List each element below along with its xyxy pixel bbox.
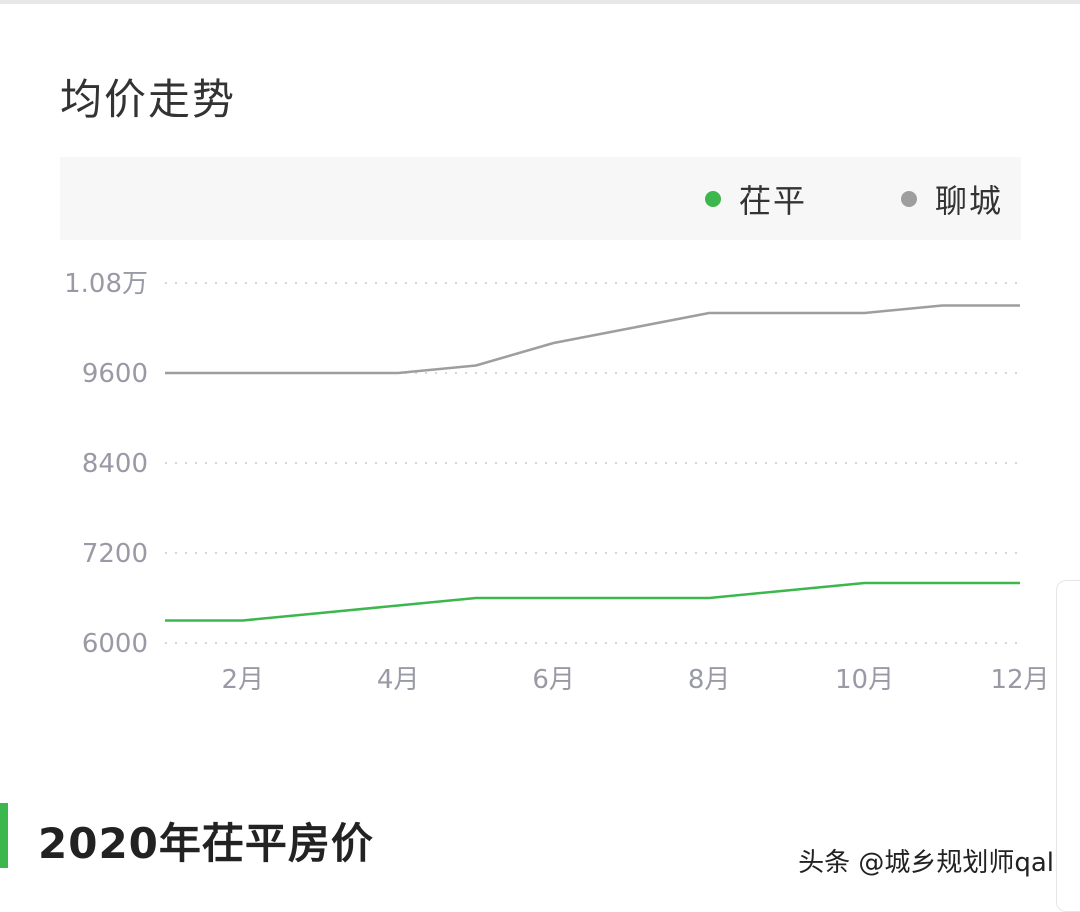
watermark-text: 头条 @城乡规划师qal <box>798 848 1054 878</box>
legend-item-chiping[interactable]: 茌平 <box>705 157 807 240</box>
x-tick-label: 8月 <box>688 665 731 695</box>
y-tick-label: 6000 <box>82 629 148 659</box>
series-line-liaocheng <box>165 304 1020 375</box>
y-tick-label: 9600 <box>82 359 148 389</box>
x-tick-label: 2月 <box>221 665 264 695</box>
x-tick-label: 4月 <box>377 665 420 695</box>
side-card-edge <box>1056 580 1080 912</box>
report-title: 2020年茌平房价 <box>38 819 374 868</box>
series-line-chiping <box>165 581 1020 622</box>
legend-label-liaocheng: 聊城 <box>935 181 1004 220</box>
chart-legend: 茌平 聊城 <box>60 157 1021 240</box>
legend-dot-icon <box>901 190 917 207</box>
section-title: 均价走势 <box>60 75 237 124</box>
section-accent-bar <box>0 803 8 868</box>
x-tick-label: 10月 <box>835 665 894 695</box>
legend-item-liaocheng[interactable]: 聊城 <box>901 157 1003 240</box>
x-tick-label: 6月 <box>532 665 575 695</box>
top-divider <box>0 0 1080 4</box>
y-tick-label: 8400 <box>82 449 148 479</box>
y-tick-label: 1.08万 <box>64 269 148 299</box>
legend-label-chiping: 茌平 <box>739 181 808 220</box>
y-tick-label: 7200 <box>82 539 148 569</box>
price-trend-chart: 6000 7200 8400 9600 1.08万 2月 4月 6月 8月 10月 12月 <box>64 269 1049 695</box>
legend-dot-icon <box>705 190 721 207</box>
x-tick-label: 12月 <box>990 665 1049 695</box>
